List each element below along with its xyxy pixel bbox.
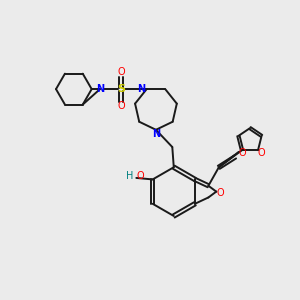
Text: S: S <box>117 84 125 94</box>
Text: O: O <box>136 172 144 182</box>
Text: O: O <box>118 101 125 111</box>
Text: O: O <box>217 188 225 198</box>
Text: O: O <box>118 67 125 77</box>
Text: O: O <box>239 148 246 158</box>
Text: N: N <box>152 129 160 139</box>
Text: O: O <box>257 148 265 158</box>
Text: N: N <box>137 84 146 94</box>
Text: H: H <box>126 172 134 182</box>
Text: N: N <box>96 84 104 94</box>
